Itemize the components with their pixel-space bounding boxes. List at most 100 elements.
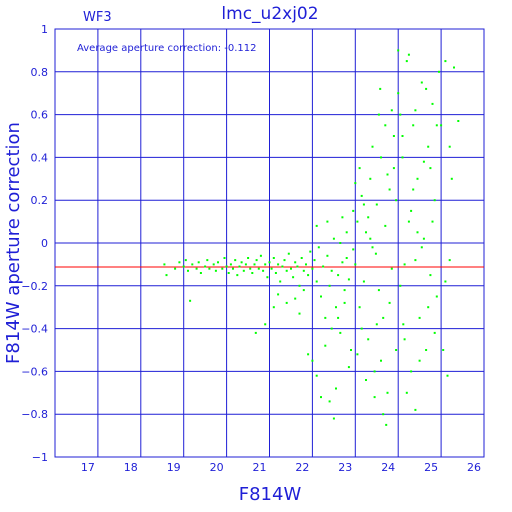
data-point — [330, 269, 333, 272]
data-point — [367, 216, 370, 219]
data-point — [403, 338, 406, 341]
y-tick-label: 0.8 — [31, 66, 49, 79]
data-point — [375, 323, 378, 326]
data-point — [274, 272, 277, 274]
data-point — [184, 259, 187, 262]
data-point — [446, 374, 449, 377]
data-point — [324, 316, 327, 319]
data-point — [300, 257, 303, 259]
data-point — [450, 177, 453, 180]
data-point — [388, 301, 391, 304]
data-point — [369, 177, 372, 180]
y-tick-labels: −1 −0.8 −0.6 −0.4 −0.2 0 0.2 0.4 0.6 0.8 1 — [21, 23, 48, 464]
data-point — [197, 261, 200, 264]
data-point — [268, 261, 271, 264]
data-point — [305, 263, 307, 266]
data-point — [337, 316, 340, 319]
data-point — [347, 278, 350, 281]
data-point — [384, 224, 387, 227]
data-point — [174, 267, 177, 270]
data-point — [322, 265, 325, 268]
data-point — [410, 370, 413, 373]
data-point — [402, 323, 405, 326]
data-point — [352, 209, 355, 212]
data-point — [242, 269, 245, 272]
data-point — [232, 267, 234, 270]
data-points — [163, 49, 460, 426]
data-point — [373, 370, 376, 373]
data-point — [433, 331, 436, 334]
data-point — [418, 359, 421, 362]
data-point — [307, 274, 310, 277]
data-point — [457, 120, 460, 122]
x-tick-label: 21 — [253, 461, 267, 474]
y-axis-label: F814W aperture correction — [3, 122, 24, 364]
x-tick-label: 26 — [467, 461, 481, 474]
data-point — [330, 327, 333, 330]
data-point — [182, 265, 185, 268]
x-tick-label: 17 — [81, 461, 95, 474]
data-point — [311, 359, 314, 362]
data-point — [240, 261, 243, 264]
data-point — [315, 280, 318, 283]
data-point — [410, 209, 413, 212]
y-tick-label: −0.2 — [21, 280, 48, 293]
data-point — [343, 289, 346, 292]
data-point — [343, 301, 346, 304]
data-point — [187, 269, 189, 272]
data-point — [362, 203, 365, 206]
data-point — [332, 417, 335, 420]
data-point — [379, 87, 382, 90]
data-point — [266, 276, 269, 279]
plot-frame — [54, 28, 485, 458]
data-point — [283, 259, 286, 262]
data-point — [347, 366, 350, 369]
x-tick-label: 23 — [338, 461, 352, 474]
y-tick-label: −1 — [32, 451, 48, 464]
data-point — [294, 297, 297, 300]
data-point — [420, 81, 423, 84]
data-point — [234, 259, 237, 262]
data-point — [309, 250, 312, 253]
data-point — [375, 203, 378, 206]
data-point — [251, 272, 254, 274]
data-point — [277, 293, 280, 296]
data-point — [345, 231, 348, 234]
data-point — [384, 124, 387, 127]
data-point — [257, 267, 260, 270]
data-point — [362, 280, 365, 283]
data-point — [444, 280, 447, 283]
y-tick-label: 0 — [41, 237, 48, 250]
data-point — [294, 261, 297, 264]
data-point — [217, 261, 219, 264]
data-point — [315, 224, 318, 227]
data-point — [448, 259, 451, 262]
data-point — [247, 257, 250, 259]
data-point — [225, 265, 228, 268]
data-point — [416, 177, 419, 180]
data-point — [405, 60, 408, 63]
data-point — [433, 199, 436, 202]
y-tick-label: −0.4 — [21, 323, 48, 336]
data-point — [401, 156, 404, 159]
data-point — [422, 237, 425, 240]
data-point — [328, 284, 331, 287]
data-point — [195, 267, 198, 270]
data-point — [214, 269, 217, 272]
data-point — [356, 353, 359, 356]
data-point — [385, 423, 388, 426]
data-point — [281, 265, 284, 268]
y-tick-label: 1 — [41, 23, 48, 36]
data-point — [418, 316, 421, 319]
data-point — [382, 316, 385, 319]
data-point — [360, 327, 363, 330]
data-point — [227, 272, 230, 274]
data-point — [317, 246, 320, 249]
data-point — [416, 231, 419, 234]
data-point — [270, 267, 273, 270]
data-point — [365, 379, 367, 381]
y-tick-label: 0.4 — [31, 151, 49, 164]
data-point — [373, 396, 376, 399]
data-point — [298, 312, 301, 315]
